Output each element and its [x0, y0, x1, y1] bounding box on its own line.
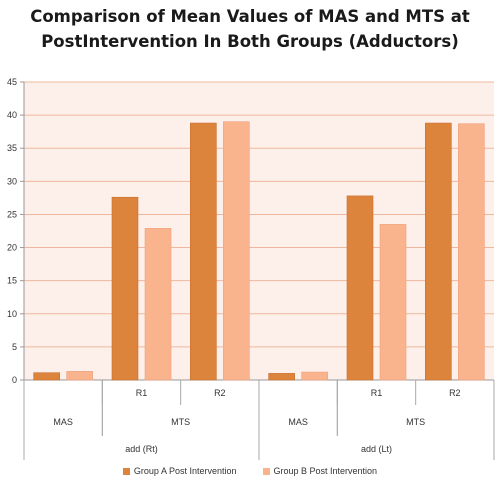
- y-tick-label: 20: [7, 243, 17, 253]
- x-group-label-level3: add (Rt): [125, 444, 158, 454]
- bar-group-a: [33, 372, 60, 381]
- plot-area: [24, 82, 494, 380]
- legend-swatch-group-b: [262, 467, 270, 475]
- legend-item-group-a: Group A Post Intervention: [122, 466, 237, 476]
- x-tick-label-level1: R1: [136, 388, 148, 398]
- y-tick-label: 35: [7, 143, 17, 153]
- y-tick-label: 5: [12, 342, 17, 352]
- y-tick-label: 30: [7, 176, 17, 186]
- chart-title: Comparison of Mean Values of MAS and MTS…: [0, 4, 500, 54]
- chart-title-line-1: Comparison of Mean Values of MAS and MTS…: [30, 7, 470, 26]
- bar-group-a: [425, 122, 452, 381]
- y-tick-label: 40: [7, 110, 17, 120]
- legend-label-group-b: Group B Post Intervention: [273, 466, 378, 476]
- x-group-label-level2: MTS: [171, 417, 190, 427]
- legend: Group A Post Intervention Group B Post I…: [0, 466, 500, 476]
- legend-swatch-group-a: [122, 467, 130, 475]
- x-tick-label-level1: R2: [214, 388, 226, 398]
- y-tick-label: 45: [7, 77, 17, 87]
- bar-group-b: [66, 371, 93, 381]
- x-group-label-level2: MAS: [288, 417, 308, 427]
- bar-group-a: [190, 122, 217, 381]
- y-tick-label: 25: [7, 209, 17, 219]
- x-group-label-level2: MTS: [406, 417, 425, 427]
- legend-item-group-b: Group B Post Intervention: [262, 466, 378, 476]
- bar-group-b: [379, 224, 407, 381]
- x-group-label-level3: add (Lt): [361, 444, 392, 454]
- bar-group-a: [111, 196, 139, 381]
- y-tick-label: 10: [7, 309, 17, 319]
- x-group-label-level2: MAS: [53, 417, 73, 427]
- x-tick-label-level1: R1: [371, 388, 383, 398]
- bar-group-b: [144, 228, 172, 381]
- bar-group-b: [458, 123, 485, 381]
- chart-title-line-2: PostIntervention In Both Groups (Adducto…: [41, 32, 459, 51]
- x-tick-label-level1: R2: [449, 388, 461, 398]
- bar-group-b: [223, 121, 250, 381]
- legend-label-group-a: Group A Post Intervention: [133, 466, 237, 476]
- y-tick-label: 15: [7, 276, 17, 286]
- bar-group-a: [346, 195, 374, 381]
- bar-group-b: [301, 371, 328, 381]
- y-tick-label: 0: [12, 375, 17, 385]
- bar-group-a: [268, 373, 295, 381]
